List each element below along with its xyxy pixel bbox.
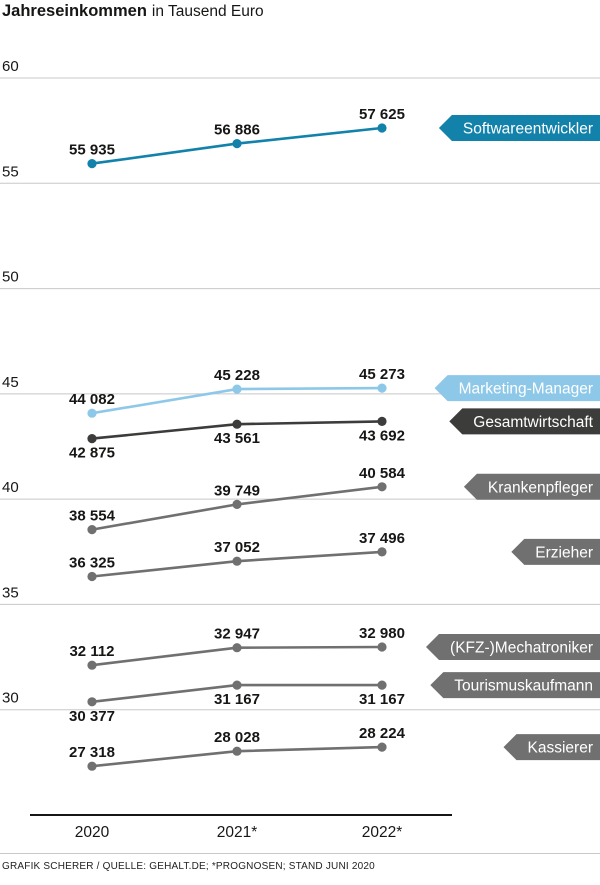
data-point — [232, 746, 242, 756]
value-label: 40 584 — [359, 465, 406, 482]
x-axis-label: 2020 — [75, 824, 110, 841]
series-tag-label: Marketing-Manager — [459, 381, 593, 398]
y-axis-label: 30 — [2, 690, 19, 707]
value-label: 31 167 — [214, 691, 260, 708]
y-axis-label: 60 — [2, 58, 19, 75]
series-tag-label: Krankenpfleger — [488, 479, 593, 496]
series-tag — [426, 634, 600, 660]
data-point — [232, 499, 242, 509]
value-label: 45 228 — [214, 367, 260, 384]
value-label: 27 318 — [69, 744, 115, 761]
y-axis-label: 55 — [2, 163, 19, 180]
value-label: 30 377 — [69, 708, 115, 725]
series-tag-label: (KFZ-)Mechatroniker — [450, 640, 593, 657]
chart-footer: GRAFIK SCHERER / QUELLE: GEHALT.DE; *PRO… — [0, 846, 600, 885]
data-point — [232, 680, 242, 690]
value-label: 38 554 — [69, 508, 116, 525]
value-label: 43 692 — [359, 427, 405, 444]
value-label: 28 224 — [359, 725, 406, 742]
series-tag — [438, 115, 600, 141]
source-credit: GRAFIK SCHERER / QUELLE: GEHALT.DE; *PRO… — [2, 861, 375, 872]
value-label: 39 749 — [214, 482, 260, 499]
y-axis-label: 40 — [2, 479, 19, 496]
data-point — [377, 642, 387, 652]
value-label: 28 028 — [214, 729, 260, 746]
data-point — [232, 556, 242, 566]
data-point — [87, 761, 97, 771]
series-tag-label: Kassierer — [528, 740, 593, 757]
value-label: 57 625 — [359, 106, 405, 123]
chart-title: Jahreseinkommen — [2, 2, 147, 20]
value-label: 45 273 — [359, 366, 405, 383]
data-point — [377, 482, 387, 492]
chart-header: Jahreseinkommen in Tausend Euro — [2, 2, 264, 21]
footer-divider — [0, 853, 600, 854]
data-point — [377, 416, 387, 426]
line-chart: 30 35 40 45 50 55 60 2020 2021* 2022* 55 935 56 886… — [0, 58, 600, 841]
data-point — [377, 742, 387, 752]
data-point — [87, 434, 97, 444]
series-tag — [430, 672, 600, 699]
y-axis-label: 35 — [2, 584, 19, 601]
series-tag-label: Softwareentwickler — [463, 121, 593, 138]
data-point — [87, 697, 97, 707]
data-point — [377, 547, 387, 557]
value-label: 31 167 — [359, 691, 405, 708]
y-axis-label: 50 — [2, 269, 19, 286]
value-label: 43 561 — [214, 430, 260, 447]
series-tag-label: Erzieher — [535, 544, 593, 561]
data-point — [87, 408, 97, 418]
data-point — [377, 680, 387, 690]
series-tag — [434, 375, 600, 402]
value-label: 37 496 — [359, 530, 405, 547]
series-tag-label: Tourismuskaufmann — [454, 678, 593, 695]
data-point — [87, 571, 97, 582]
series-tag-label: Gesamtwirtschaft — [473, 414, 593, 431]
value-label: 32 980 — [359, 625, 405, 642]
series-tag — [463, 473, 600, 500]
data-point — [87, 660, 97, 670]
value-label: 42 875 — [69, 445, 115, 462]
series-tag — [511, 538, 600, 565]
x-axis-label: 2021* — [217, 824, 258, 841]
value-label: 36 325 — [69, 555, 115, 572]
chart-subtitle: in Tausend Euro — [151, 3, 264, 20]
y-axis-label: 45 — [2, 374, 19, 391]
data-point — [377, 123, 387, 133]
data-point — [232, 643, 242, 653]
x-axis-label: 2022* — [362, 824, 403, 841]
value-label: 32 947 — [214, 626, 260, 643]
series-tag — [503, 734, 600, 761]
data-point — [87, 525, 97, 535]
value-label: 56 886 — [214, 122, 260, 139]
series-tag — [449, 408, 600, 435]
value-label: 44 082 — [69, 391, 115, 408]
data-point — [87, 159, 97, 169]
data-point — [232, 139, 242, 149]
data-point — [377, 383, 387, 393]
value-label: 55 935 — [69, 142, 115, 159]
data-point — [232, 419, 242, 429]
data-point — [232, 384, 242, 394]
value-label: 32 112 — [69, 643, 114, 660]
value-label: 37 052 — [214, 539, 260, 556]
